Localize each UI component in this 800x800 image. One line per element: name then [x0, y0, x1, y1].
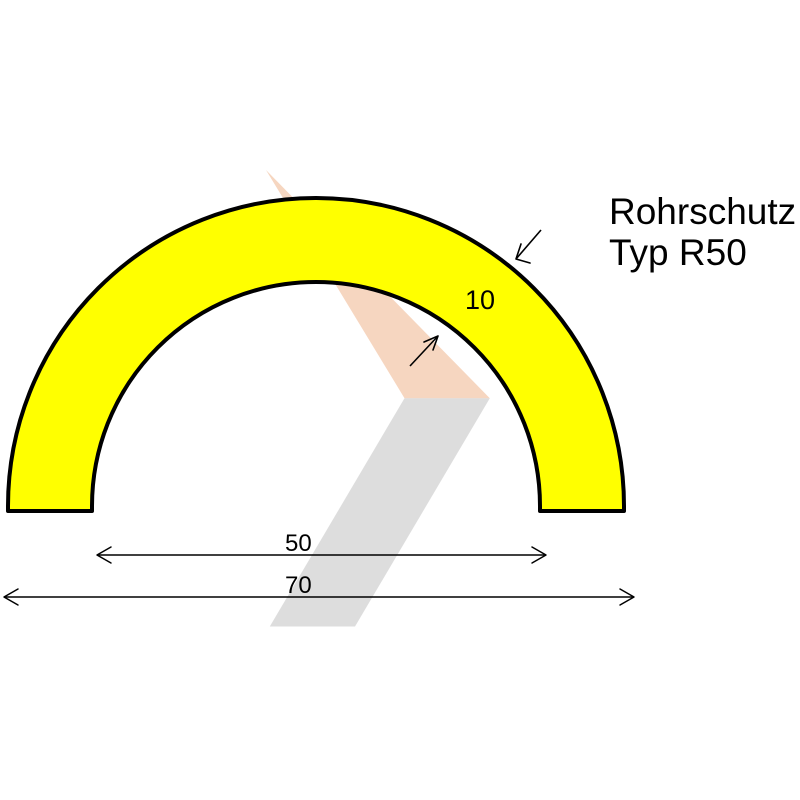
svg-text:Typ R50: Typ R50 [609, 232, 747, 273]
svg-text:Rohrschutz: Rohrschutz [609, 191, 796, 232]
svg-text:10: 10 [465, 285, 495, 315]
svg-text:50: 50 [285, 530, 312, 557]
svg-text:70: 70 [285, 572, 312, 599]
